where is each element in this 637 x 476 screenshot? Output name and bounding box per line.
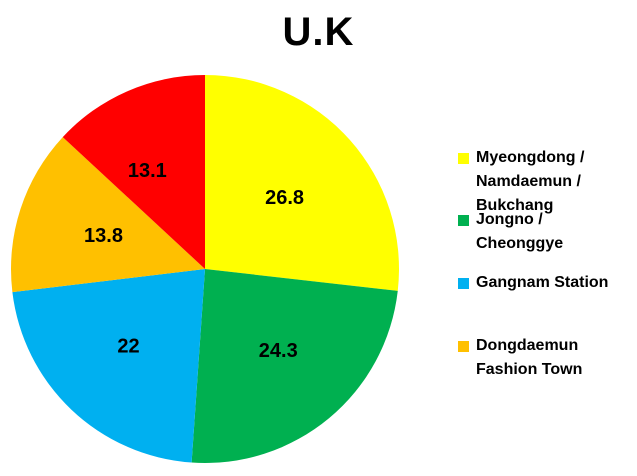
pie-slice-3 [12, 269, 206, 463]
pie-value-label-1: 26.8 [265, 187, 304, 209]
legend-label-4: Dongdaemun Fashion Town [476, 337, 583, 378]
pie-value-label-5: 13.1 [128, 160, 167, 182]
pie-slice-2 [191, 269, 398, 463]
legend-swatch-4 [458, 341, 469, 352]
pie-value-labels: 26.8 24.3 22 13.8 13.1 [84, 160, 304, 362]
legend-swatch-2 [458, 215, 469, 226]
pie-slices [10, 75, 399, 463]
pie-value-label-3: 22 [117, 335, 139, 357]
legend-item-2: Jongno / Cheonggye [458, 208, 628, 256]
legend-label-1: Myeongdong / Namdaemun / Bukchang [476, 149, 585, 214]
pie-slice-5 [62, 75, 206, 269]
legend-item-1: Myeongdong / Namdaemun / Bukchang [458, 146, 628, 218]
pie-value-label-2: 24.3 [259, 340, 298, 362]
pie-value-label-4: 13.8 [84, 225, 123, 247]
legend-label-2: Jongno / Cheonggye [476, 211, 564, 252]
legend-label-3: Gangnam Station [476, 274, 609, 291]
legend-item-3: Gangnam Station [458, 271, 628, 295]
chart-title: U.K [282, 10, 355, 54]
legend-item-4: Dongdaemun Fashion Town [458, 334, 628, 382]
legend-swatch-1 [458, 153, 469, 164]
pie-slice-4 [10, 137, 205, 293]
pie-slice-1 [205, 75, 399, 291]
legend-swatch-3 [458, 278, 469, 289]
